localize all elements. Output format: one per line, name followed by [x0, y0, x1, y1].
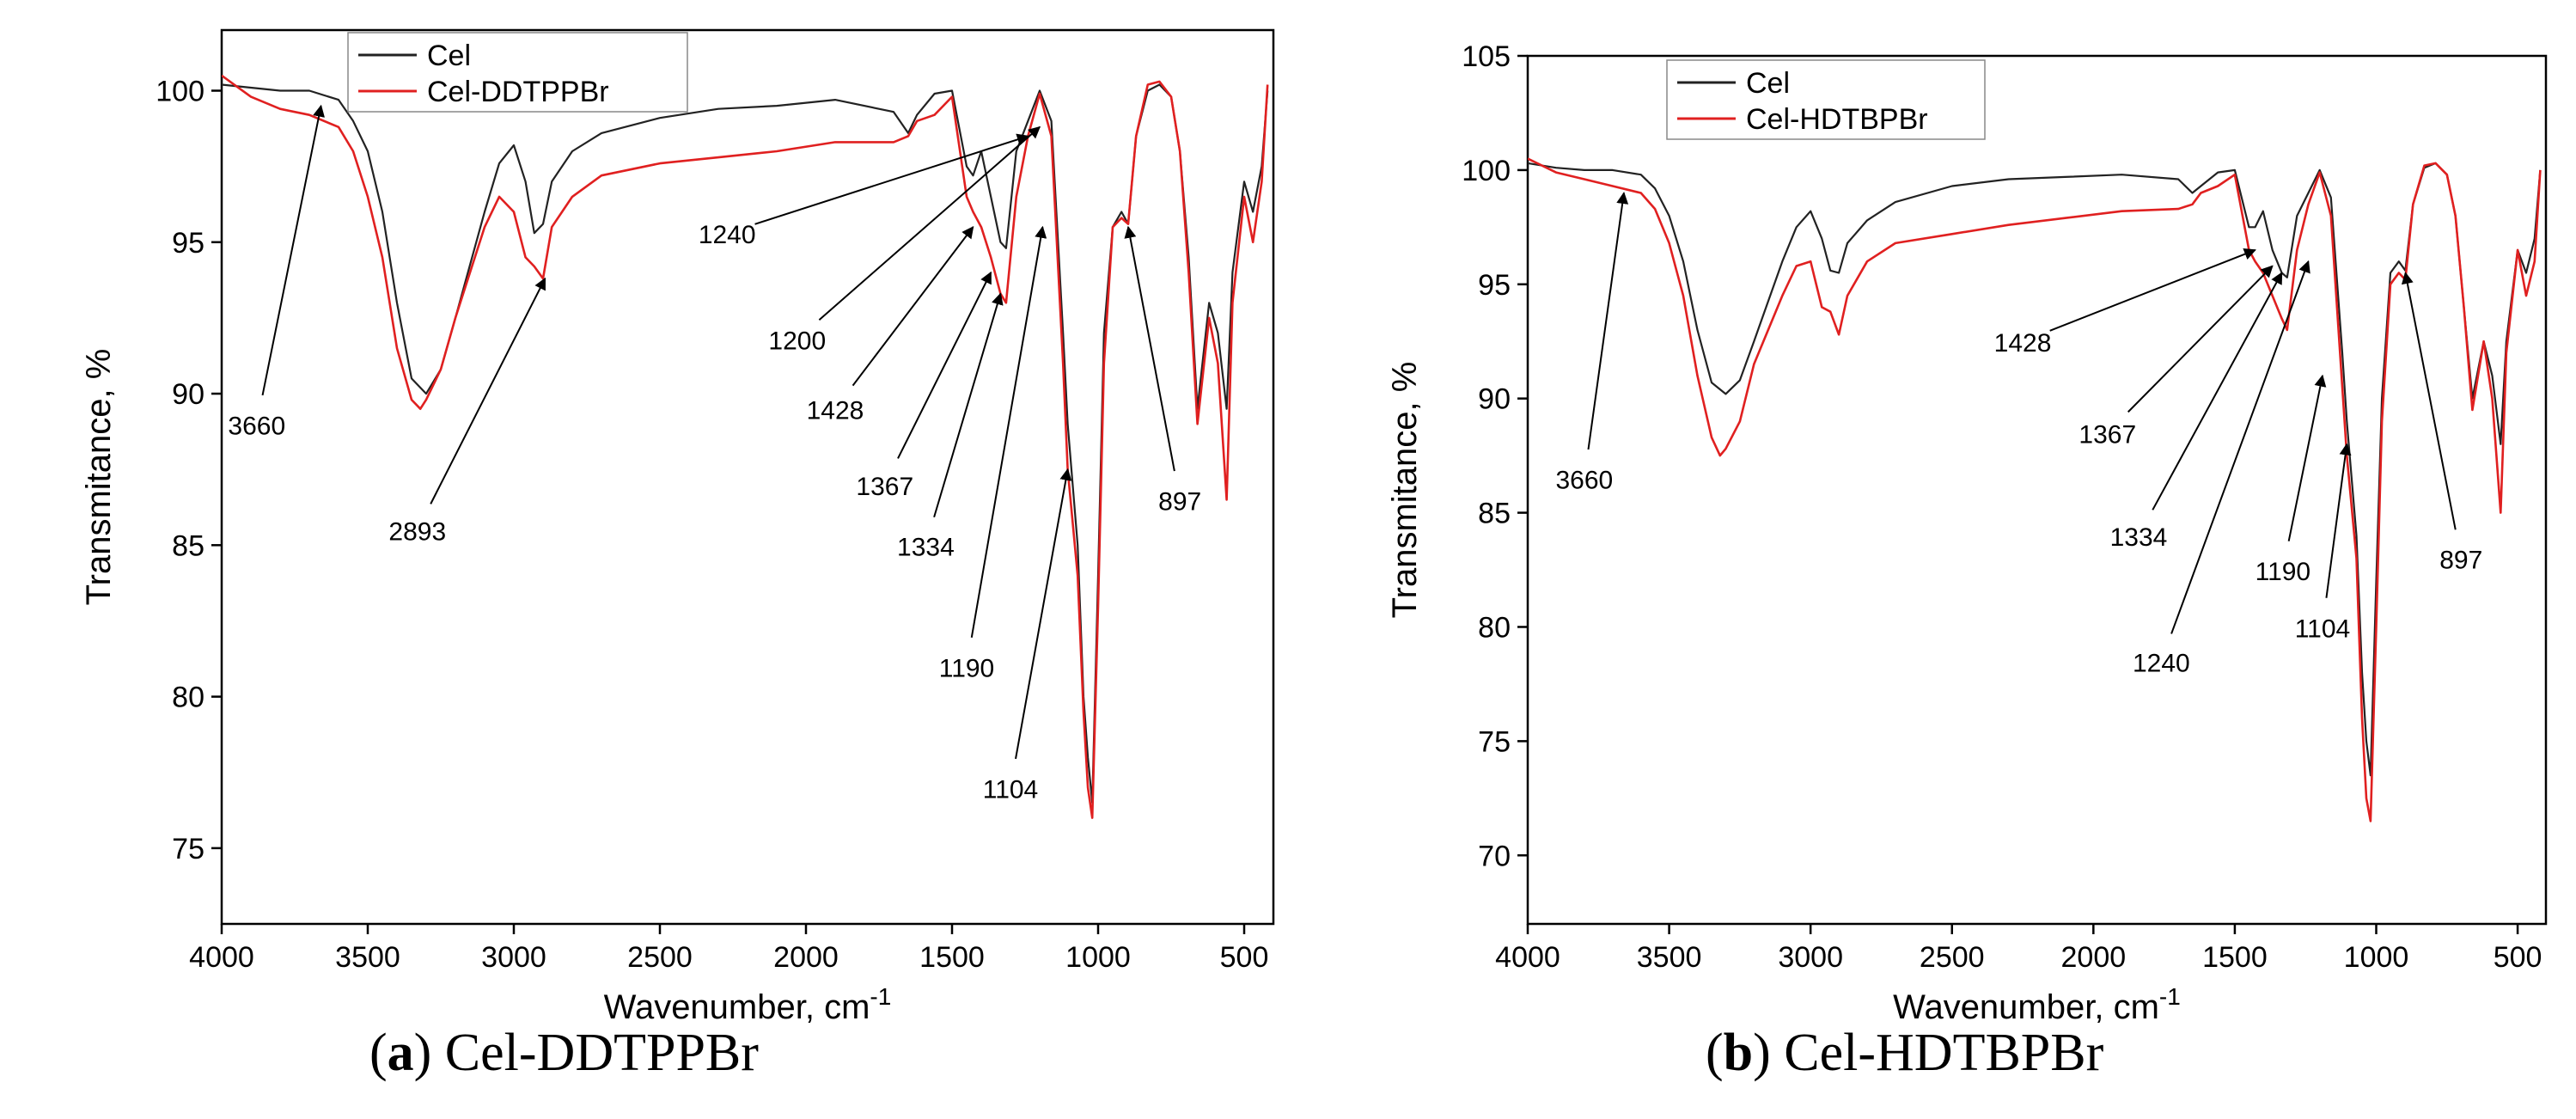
- annotation-arrow: [852, 226, 974, 387]
- chart-panel-b: 4000 3500 3000 2500 2000 1500 1000 500 70 75 80 85 9…: [1386, 40, 2548, 1026]
- y-tick-label: 100: [1462, 155, 1511, 187]
- annotation-arrow: [897, 271, 992, 459]
- legend-label: Cel-DDTPPBr: [427, 76, 609, 108]
- y-tick-label: 75: [172, 833, 204, 865]
- annotation-arrow: [430, 277, 546, 504]
- annotation-label: 1367: [2079, 421, 2136, 449]
- annotation-arrow: [933, 292, 1004, 518]
- y-tick-label: 85: [1478, 498, 1511, 530]
- series-line-modified: [1528, 157, 2542, 822]
- legend-label: Cel: [427, 40, 471, 72]
- x-axis-label-unit: -1: [2159, 983, 2181, 1010]
- x-tick-label: 3000: [481, 941, 546, 974]
- annotation-arrow: [2049, 248, 2256, 332]
- annotation-arrow: [2152, 272, 2283, 511]
- annotation-label: 1190: [939, 654, 995, 682]
- legend-label: Cel-HDTBPBr: [1746, 103, 1928, 136]
- annotation-arrow: [1587, 192, 1629, 450]
- legend-box: [347, 32, 688, 113]
- x-axis-label: Wavenumber, cm-1: [604, 983, 892, 1026]
- x-axis-label-unit: -1: [870, 983, 891, 1010]
- x-tick-label: 1500: [919, 941, 985, 974]
- series-line-cel: [1528, 162, 2542, 777]
- annotation-arrow: [754, 133, 1029, 225]
- annotation-arrow: [261, 104, 325, 396]
- x-tick-label: 2500: [1920, 941, 1985, 974]
- annotation-arrow: [818, 125, 1041, 321]
- y-axis-label: Transmitance, %: [1386, 362, 1424, 619]
- x-tick-label: 1000: [1065, 941, 1131, 974]
- x-tick-label: 3000: [1778, 941, 1843, 974]
- legend-box: [1666, 59, 1986, 140]
- annotation-arrow: [970, 225, 1047, 639]
- annotation-arrow: [2127, 265, 2274, 413]
- y-tick-label: 70: [1478, 840, 1511, 872]
- plot-frame: [220, 28, 1275, 926]
- x-tick-label: 2500: [627, 941, 693, 974]
- x-tick-label: 2000: [773, 941, 839, 974]
- annotation-label: 3660: [228, 412, 285, 440]
- annotation-arrow: [2287, 374, 2327, 541]
- plot-frame: [1526, 54, 2548, 926]
- x-tick-label: 4000: [1495, 941, 1560, 974]
- y-tick-label: 85: [172, 529, 204, 562]
- y-tick-label: 75: [1478, 725, 1511, 758]
- x-tick-label: 500: [2494, 941, 2542, 974]
- annotation-label: 1104: [2295, 615, 2351, 643]
- x-tick-label: 3500: [335, 941, 400, 974]
- y-tick-label: 90: [172, 378, 204, 411]
- annotation-label: 897: [1158, 487, 1201, 516]
- annotation-label: 1428: [807, 397, 864, 425]
- annotation-label: 1334: [2110, 523, 2168, 552]
- chart-panel-a: 4000 3500 3000 2500 2000 1500 1000 500 75 80 85 90 9…: [80, 28, 1275, 1026]
- annotation-label: 2893: [388, 518, 446, 547]
- series-line-modified: [222, 74, 1269, 819]
- annotation-arrow: [2325, 443, 2352, 598]
- annotation-arrow: [1015, 468, 1072, 760]
- annotation-label: 1190: [2256, 558, 2311, 586]
- annotation-label: 1200: [768, 327, 826, 356]
- y-tick-label: 90: [1478, 383, 1511, 416]
- annotation-label: 1367: [856, 473, 913, 501]
- y-tick-label: 80: [172, 682, 204, 714]
- y-tick-label: 95: [172, 227, 204, 260]
- annotation-arrow: [2170, 260, 2310, 634]
- annotation-label: 1240: [699, 221, 756, 249]
- x-tick-label: 1500: [2202, 941, 2268, 974]
- caption-b: (b) Cel-HDTBPBr: [1706, 1024, 2104, 1082]
- legend: Cel Cel-DDTPPBr: [347, 32, 688, 113]
- series-line-cel: [222, 83, 1269, 804]
- annotation-label: 1428: [1994, 329, 2052, 358]
- x-tick-label: 4000: [189, 941, 254, 974]
- x-tick-label: 3500: [1637, 941, 1702, 974]
- annotation-label: 897: [2439, 547, 2482, 575]
- annotation-label: 1334: [897, 533, 955, 561]
- x-tick-label: 2000: [2061, 941, 2127, 974]
- y-tick-label: 80: [1478, 611, 1511, 644]
- y-axis-label: Transmitance, %: [80, 349, 118, 606]
- y-tick-label: 95: [1478, 269, 1511, 302]
- y-tick-label: 105: [1462, 40, 1511, 73]
- legend-label: Cel: [1746, 67, 1790, 100]
- x-axis-label: Wavenumber, cm-1: [1893, 983, 2181, 1026]
- x-tick-label: 1000: [2344, 941, 2409, 974]
- caption-a: (a) Cel-DDTPPBr: [369, 1024, 759, 1082]
- x-tick-label: 500: [1220, 941, 1269, 974]
- annotation-label: 1104: [983, 775, 1039, 804]
- annotation-arrow: [2401, 272, 2457, 530]
- annotation-arrow: [1124, 225, 1175, 472]
- y-tick-label: 100: [156, 76, 204, 108]
- annotation-label: 3660: [1555, 467, 1613, 495]
- annotation-label: 1240: [2133, 649, 2190, 677]
